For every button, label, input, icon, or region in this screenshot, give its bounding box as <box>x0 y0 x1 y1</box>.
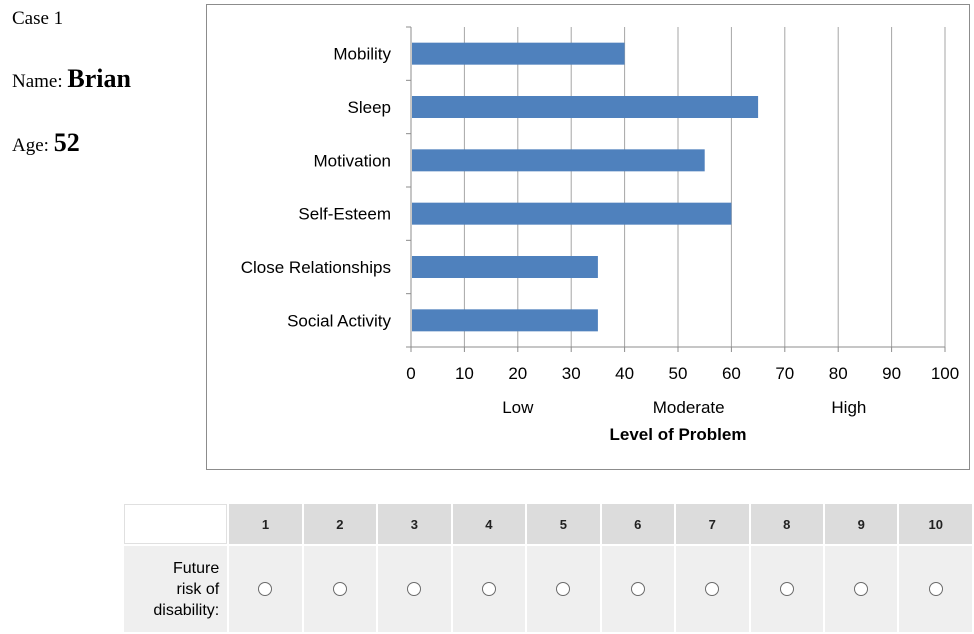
bar-social-activity <box>412 309 598 332</box>
name-line: Name: Brian <box>12 64 131 94</box>
rating-cell-9 <box>824 546 898 632</box>
category-label-social-activity: Social Activity <box>287 311 391 330</box>
category-label-close-relationships: Close Relationships <box>241 258 391 277</box>
chart-frame: 0 10 20 30 40 50 60 70 80 90 100 Mobility Sleep Motiv… <box>206 4 970 470</box>
x-tick-label-90: 90 <box>882 364 901 383</box>
category-label-mobility: Mobility <box>333 45 391 64</box>
rating-cell-5 <box>527 546 600 632</box>
name-label: Name: <box>12 71 68 92</box>
rating-header-9: 9 <box>824 504 898 544</box>
rating-row-label-line-2: risk of <box>176 580 220 598</box>
rating-row-label-line-1: Future <box>172 559 220 577</box>
rating-header-1: 1 <box>229 504 302 544</box>
rating-table: 1 2 3 4 5 6 7 8 9 10 Future risk of disa… <box>122 502 974 634</box>
x-tick-label-10: 10 <box>455 364 474 383</box>
x-tick-label-70: 70 <box>775 364 794 383</box>
bar-close-relationships <box>412 256 598 278</box>
rating-radio-2[interactable] <box>332 581 347 596</box>
bar-mobility <box>412 42 625 65</box>
rating-radio-10[interactable] <box>928 581 943 596</box>
rating-cell-4 <box>452 546 526 632</box>
age-label: Age: <box>12 135 54 156</box>
rating-radio-4[interactable] <box>481 581 496 596</box>
rating-radio-8[interactable] <box>779 581 794 596</box>
case-number: Case 1 <box>12 8 64 29</box>
rating-header-3: 3 <box>378 504 451 544</box>
rating-cell-2 <box>303 546 377 632</box>
rating-header-5: 5 <box>527 504 600 544</box>
rating-cell-8 <box>750 546 823 632</box>
x-tick-label-40: 40 <box>615 364 634 383</box>
age-line: Age: 52 <box>12 128 80 158</box>
age-value: 52 <box>53 128 80 157</box>
rating-radio-1[interactable] <box>258 581 273 596</box>
rating-cell-7 <box>676 546 749 632</box>
bar-sleep <box>412 96 759 118</box>
rating-row-label: Future risk of disability: <box>124 546 228 632</box>
rating-radio-5[interactable] <box>556 581 571 596</box>
rating-header-7: 7 <box>676 504 749 544</box>
x-tick-label-60: 60 <box>722 364 741 383</box>
band-label-high: High <box>831 398 866 417</box>
rating-radio-6[interactable] <box>630 581 645 596</box>
x-tick-label-20: 20 <box>508 364 527 383</box>
x-tick-label-100: 100 <box>931 364 959 383</box>
bar-self-esteem <box>412 202 732 225</box>
rating-row: Future risk of disability: <box>124 546 972 632</box>
band-label-moderate: Moderate <box>653 398 725 417</box>
category-label-motivation: Motivation <box>314 151 391 170</box>
rating-header-blank <box>124 504 228 544</box>
bar-motivation <box>412 149 705 172</box>
category-label-sleep: Sleep <box>348 98 391 117</box>
bar-chart: 0 10 20 30 40 50 60 70 80 90 100 Mobility Sleep Motiv… <box>241 26 959 444</box>
name-value: Brian <box>67 64 131 93</box>
rating-header-row: 1 2 3 4 5 6 7 8 9 10 <box>124 504 972 544</box>
x-tick-label-80: 80 <box>829 364 848 383</box>
x-tick-label-50: 50 <box>669 364 688 383</box>
rating-header-8: 8 <box>750 504 823 544</box>
band-label-low: Low <box>502 398 534 417</box>
x-axis-title: Level of Problem <box>610 425 747 444</box>
rating-header-6: 6 <box>601 504 675 544</box>
x-tick-label-0: 0 <box>406 364 415 383</box>
rating-cell-10 <box>899 546 972 632</box>
rating-radio-9[interactable] <box>854 581 869 596</box>
rating-cell-3 <box>378 546 451 632</box>
rating-cell-6 <box>601 546 675 632</box>
rating-cell-1 <box>229 546 302 632</box>
rating-header-2: 2 <box>303 504 377 544</box>
rating-radio-3[interactable] <box>407 581 422 596</box>
x-tick-label-30: 30 <box>562 364 581 383</box>
rating-header-4: 4 <box>452 504 526 544</box>
category-label-self-esteem: Self-Esteem <box>298 205 391 224</box>
rating-row-label-line-3: disability: <box>153 601 220 619</box>
rating-radio-7[interactable] <box>705 581 720 596</box>
rating-header-10: 10 <box>899 504 972 544</box>
